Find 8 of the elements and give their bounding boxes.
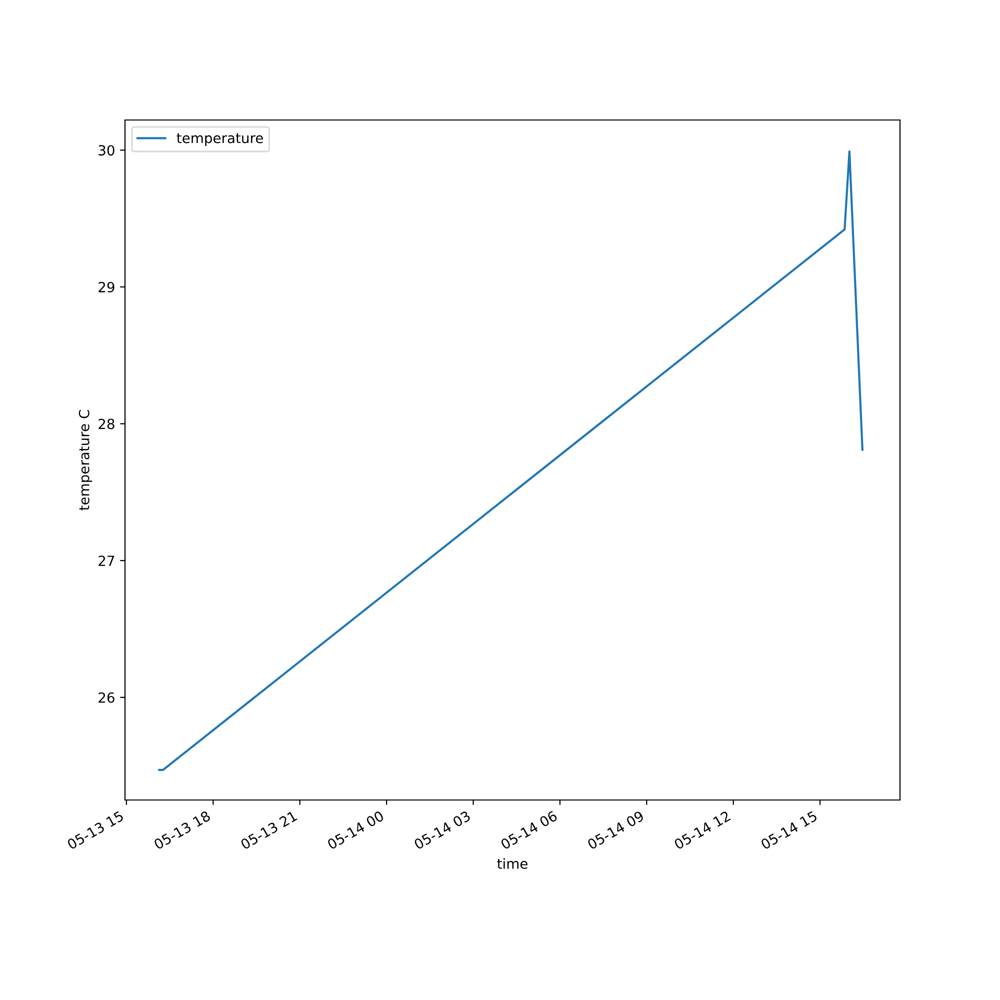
y-axis-title: temperature C [78, 410, 92, 510]
legend-label: temperature [176, 133, 263, 146]
y-tick-label: 28 [98, 418, 114, 430]
y-tick-label: 29 [98, 282, 114, 292]
y-tick-label: 26 [98, 692, 114, 703]
x-axis-title: time [497, 858, 528, 869]
y-tick-label: 30 [98, 145, 114, 156]
y-tick-label: 27 [98, 556, 114, 566]
